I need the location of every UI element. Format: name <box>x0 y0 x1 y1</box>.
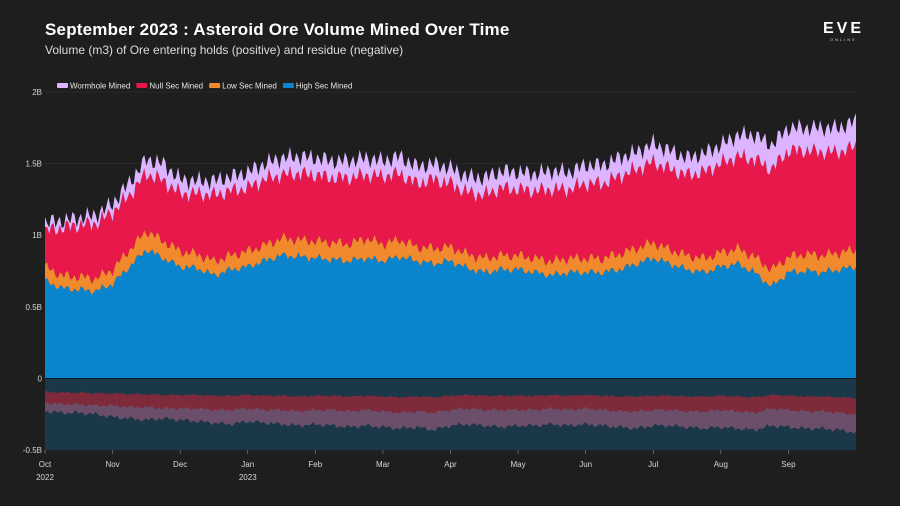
eve-online-logo: EVE ONLINE <box>822 20 864 43</box>
residue-areas <box>45 378 856 450</box>
y-tick-label: 0 <box>38 374 43 383</box>
y-tick-label: -0.5B <box>23 446 42 455</box>
legend-swatch <box>136 83 148 88</box>
area-null-sec-mined <box>45 140 856 284</box>
x-tick-label: Mar <box>376 460 390 469</box>
residue-high-sec <box>45 378 856 399</box>
legend-swatch <box>209 83 221 88</box>
legend-swatch <box>57 83 68 88</box>
legend-label: High Sec Mined <box>296 82 352 91</box>
y-tick-label: 1B <box>32 231 42 240</box>
x-tick-sublabel: 2022 <box>36 473 54 482</box>
y-tick-label: 0.5B <box>26 303 42 312</box>
x-tick-label: Dec <box>173 460 187 469</box>
legend-swatch <box>282 83 294 88</box>
x-tick-label: Apr <box>444 460 457 469</box>
area-high-sec-mined <box>45 249 856 379</box>
x-tick-sublabel: 2023 <box>239 473 257 482</box>
x-tick-label: Jul <box>648 460 658 469</box>
y-tick-label: 2B <box>32 88 42 97</box>
area-wormhole-mined <box>45 113 856 235</box>
logo-mark: EVE <box>822 20 864 37</box>
chart-subtitle: Volume (m3) of Ore entering holds (posit… <box>45 43 404 57</box>
x-tick-label: May <box>511 460 526 469</box>
legend: Wormhole Mined Null Sec Mined Low Sec Mine… <box>57 82 352 91</box>
x-tick-label: Aug <box>714 460 728 469</box>
x-tick-label: Oct <box>39 460 52 469</box>
area-low-sec-mined <box>45 229 856 295</box>
legend-label: Null Sec Mined <box>149 82 203 91</box>
y-axis: 2B 1.5B 1B 0.5B 0 -0.5B <box>23 88 43 455</box>
x-tick-label: Jun <box>579 460 592 469</box>
x-tick-label: Feb <box>308 460 322 469</box>
x-tick-label: Jan <box>241 460 254 469</box>
stacked-areas <box>45 113 856 379</box>
chart-title: September 2023 : Asteroid Ore Volume Min… <box>45 20 510 39</box>
x-tick-label: Sep <box>781 460 796 469</box>
x-axis: Oct 2022 Nov Dec Jan 2023 Feb Mar Apr May Jun Jul Au… <box>36 450 796 482</box>
legend-label: Low Sec Mined <box>222 82 277 91</box>
x-tick-label: Nov <box>105 460 119 469</box>
logo-subtext: ONLINE <box>830 37 857 42</box>
legend-label: Wormhole Mined <box>70 82 130 91</box>
y-tick-label: 1.5B <box>26 160 42 169</box>
